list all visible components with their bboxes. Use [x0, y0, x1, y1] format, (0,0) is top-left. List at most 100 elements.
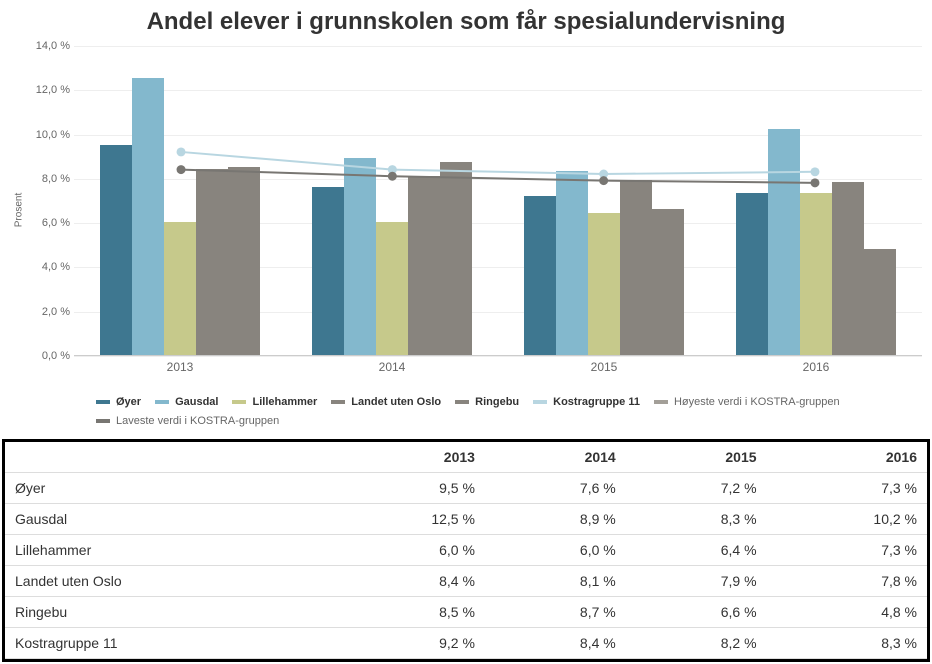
bar-group [736, 129, 896, 355]
table-cell: 8,2 % [626, 627, 767, 658]
table-cell: 7,9 % [626, 565, 767, 596]
bar-gausdal [768, 129, 800, 355]
table-row: Øyer9,5 %7,6 %7,2 %7,3 % [5, 472, 927, 503]
table-cell: 10,2 % [767, 503, 927, 534]
y-gridline [74, 46, 922, 47]
table-cell: 7,3 % [767, 472, 927, 503]
table-col-header: 2016 [767, 442, 927, 473]
y-tick-label: 14,0 % [26, 40, 70, 52]
bar-ringebu [864, 249, 896, 355]
y-tick-label: 8,0 % [26, 173, 70, 185]
table-row-header: Ringebu [5, 596, 325, 627]
line-laveste-verdi-i-kostra-gruppen [181, 170, 815, 183]
legend-item: Øyer [96, 393, 141, 412]
bar-øyer [100, 145, 132, 355]
x-tick-label: 2015 [524, 360, 684, 374]
chart-plot: 0,0 %2,0 %4,0 %6,0 %8,0 %10,0 %12,0 %14,… [74, 46, 922, 356]
table-cell: 12,5 % [325, 503, 485, 534]
legend-swatch [455, 400, 469, 404]
table-col-header: 2015 [626, 442, 767, 473]
table-cell: 7,6 % [485, 472, 626, 503]
table-corner [5, 442, 325, 473]
bar-ringebu [652, 209, 684, 355]
table-cell: 7,3 % [767, 534, 927, 565]
legend-swatch [331, 400, 345, 404]
legend-label: Øyer [116, 393, 141, 412]
bar-lillehammer [164, 222, 196, 355]
table-row-header: Lillehammer [5, 534, 325, 565]
bar-landet-uten-oslo [196, 169, 228, 355]
legend-swatch [654, 400, 668, 404]
legend-swatch [155, 400, 169, 404]
x-tick-label: 2013 [100, 360, 260, 374]
table-cell: 6,0 % [485, 534, 626, 565]
table-row: Gausdal12,5 %8,9 %8,3 %10,2 % [5, 503, 927, 534]
table-cell: 9,2 % [325, 627, 485, 658]
y-tick-label: 6,0 % [26, 217, 70, 229]
bar-landet-uten-oslo [408, 176, 440, 355]
table-col-header: 2013 [325, 442, 485, 473]
legend-item: Laveste verdi i KOSTRA-gruppen [96, 412, 279, 431]
legend-item: Ringebu [455, 393, 519, 412]
table-cell: 8,5 % [325, 596, 485, 627]
table-cell: 8,1 % [485, 565, 626, 596]
bar-gausdal [132, 78, 164, 355]
bar-landet-uten-oslo [832, 182, 864, 355]
legend-label: Gausdal [175, 393, 218, 412]
y-tick-label: 12,0 % [26, 84, 70, 96]
bar-group [312, 158, 472, 355]
bar-group [524, 171, 684, 355]
x-tick-label: 2014 [312, 360, 472, 374]
table-cell: 6,0 % [325, 534, 485, 565]
bar-lillehammer [376, 222, 408, 355]
table-cell: 6,4 % [626, 534, 767, 565]
legend-swatch [96, 400, 110, 404]
chart-title: Andel elever i grunnskolen som får spesi… [0, 0, 932, 40]
bar-ringebu [228, 167, 260, 355]
table-row: Landet uten Oslo8,4 %8,1 %7,9 %7,8 % [5, 565, 927, 596]
bar-landet-uten-oslo [620, 180, 652, 355]
legend-swatch [533, 400, 547, 404]
legend-label: Ringebu [475, 393, 519, 412]
y-tick-label: 10,0 % [26, 129, 70, 141]
chart-area: Prosent 0,0 %2,0 %4,0 %6,0 %8,0 %10,0 %1… [18, 40, 926, 380]
legend-label: Høyeste verdi i KOSTRA-gruppen [674, 393, 840, 412]
legend-label: Kostragruppe 11 [553, 393, 640, 412]
table-cell: 8,3 % [626, 503, 767, 534]
bar-øyer [312, 187, 344, 355]
data-table-wrap: 2013201420152016Øyer9,5 %7,6 %7,2 %7,3 %… [2, 439, 930, 662]
bar-gausdal [344, 158, 376, 355]
table-cell: 8,9 % [485, 503, 626, 534]
y-axis-label: Prosent [14, 193, 25, 227]
legend-item: Landet uten Oslo [331, 393, 441, 412]
table-row: Ringebu8,5 %8,7 %6,6 %4,8 % [5, 596, 927, 627]
table-cell: 7,2 % [626, 472, 767, 503]
table-row-header: Gausdal [5, 503, 325, 534]
legend-swatch [232, 400, 246, 404]
table-cell: 8,7 % [485, 596, 626, 627]
x-tick-label: 2016 [736, 360, 896, 374]
y-tick-label: 2,0 % [26, 306, 70, 318]
legend-item: Høyeste verdi i KOSTRA-gruppen [654, 393, 840, 412]
legend-item: Kostragruppe 11 [533, 393, 640, 412]
legend-item: Gausdal [155, 393, 218, 412]
table-row: Lillehammer6,0 %6,0 %6,4 %7,3 % [5, 534, 927, 565]
bar-lillehammer [588, 213, 620, 355]
bar-ringebu [440, 162, 472, 355]
table-row-header: Kostragruppe 11 [5, 627, 325, 658]
legend-label: Landet uten Oslo [351, 393, 441, 412]
table-row-header: Øyer [5, 472, 325, 503]
legend: Øyer Gausdal Lillehammer Landet uten Oslo Ri… [96, 392, 932, 431]
table-cell: 8,4 % [485, 627, 626, 658]
y-gridline [74, 356, 922, 357]
line-kostragruppe-11 [181, 152, 815, 174]
bar-øyer [524, 196, 556, 355]
table-row: Kostragruppe 119,2 %8,4 %8,2 %8,3 % [5, 627, 927, 658]
y-tick-label: 4,0 % [26, 261, 70, 273]
table-cell: 8,3 % [767, 627, 927, 658]
legend-label: Lillehammer [252, 393, 317, 412]
table-cell: 9,5 % [325, 472, 485, 503]
table-cell: 8,4 % [325, 565, 485, 596]
data-table: 2013201420152016Øyer9,5 %7,6 %7,2 %7,3 %… [5, 442, 927, 659]
bar-gausdal [556, 171, 588, 355]
